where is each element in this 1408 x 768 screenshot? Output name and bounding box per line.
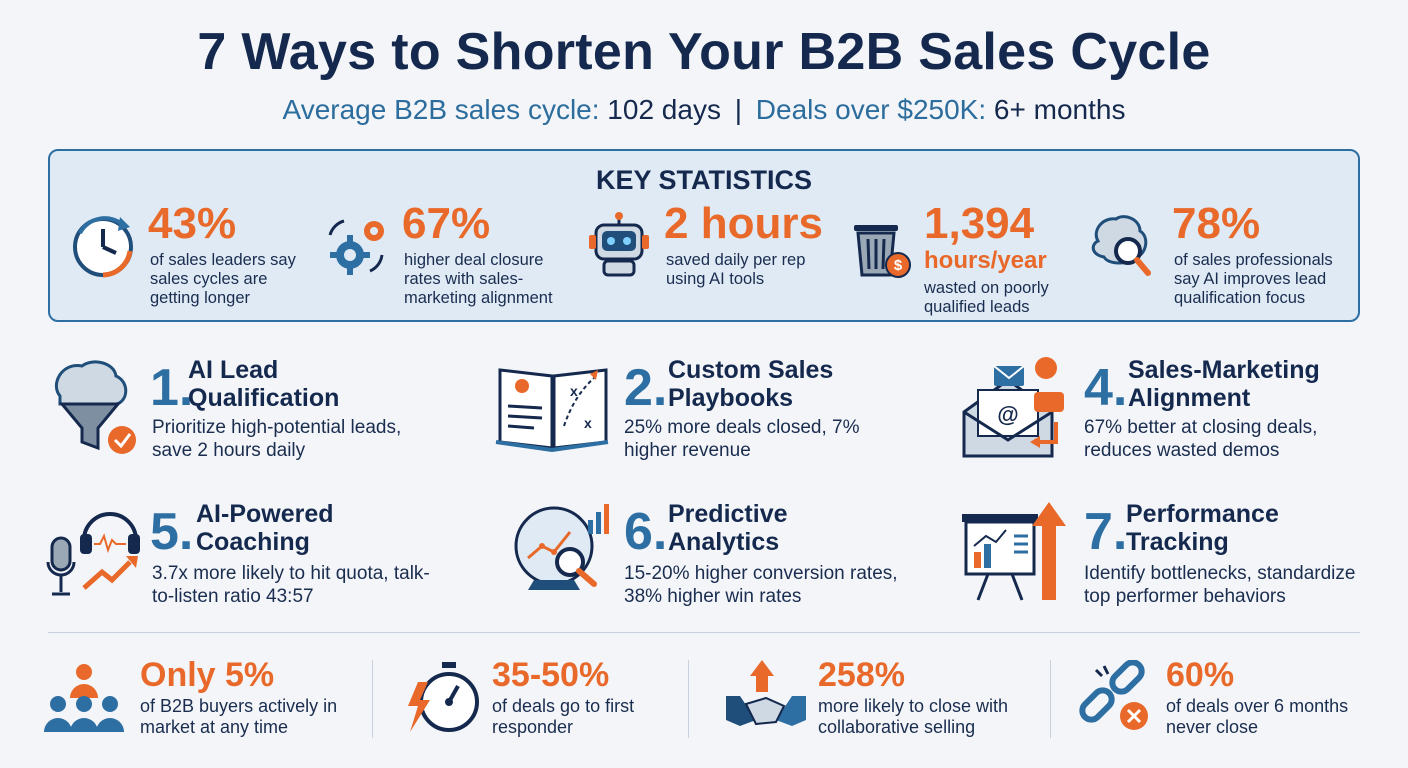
way-item: x x 2. Custom Sales Playbooks 25% more d… [494, 356, 894, 476]
svg-text:@: @ [997, 402, 1018, 427]
presentation-board-icon [960, 500, 1070, 601]
bottom-stat-number: 258% [818, 656, 905, 694]
brain-funnel-icon [46, 356, 142, 454]
subtitle-label-deals: Deals over $250K: [755, 94, 987, 125]
way-number: 6. [624, 503, 668, 561]
stopwatch-icon [404, 660, 484, 736]
stat-number: 1,394 [924, 199, 1035, 248]
headset-mic-icon [46, 500, 142, 596]
way-item: @ 4. Sales-Marketing Alignment 67% bette… [960, 356, 1360, 476]
brain-magnifier-icon [1086, 211, 1156, 281]
bottom-stat-item: Only 5% of B2B buyers actively in market… [44, 656, 364, 746]
way-number: 4. [1084, 359, 1128, 417]
way-number: 7. [1084, 503, 1128, 561]
subtitle-separator: | [734, 94, 742, 125]
way-text: Prioritize high-potential leads, save 2 … [152, 417, 402, 461]
svg-text:$: $ [894, 257, 903, 274]
bottom-stat-text: more likely to close with collaborative … [818, 696, 1009, 737]
stat-number: 43% [148, 199, 237, 248]
way-item: 5. AI-Powered Coaching 3.7x more likely … [46, 500, 446, 620]
svg-text:x: x [584, 415, 592, 431]
way-title: Performance Tracking [1126, 500, 1279, 556]
way-title: Predictive Analytics [668, 500, 788, 556]
broken-chain-icon [1076, 659, 1156, 736]
stat-item: 43% of sales leaders say sales cycles ar… [68, 199, 308, 319]
stat-item: 78% of sales professionals say AI improv… [1086, 199, 1356, 319]
subtitle-label-cycle: Average B2B sales cycle: [282, 94, 600, 125]
stat-text: saved daily per rep using AI tools [666, 251, 806, 288]
bottom-stat-item: 258% more likely to close with collabora… [726, 656, 1046, 746]
bottom-stat-text: of B2B buyers actively in market at any … [140, 696, 338, 737]
way-title: Custom Sales Playbooks [668, 356, 834, 412]
people-group-icon [44, 660, 124, 736]
way-item: 1. AI Lead Qualification Prioritize high… [46, 356, 446, 476]
way-text: Identify bottlenecks, standardize top pe… [1084, 563, 1356, 607]
email-chat-icon: @ [960, 356, 1070, 458]
section-divider [48, 632, 1360, 633]
stat-number: 2 hours [664, 199, 823, 248]
way-text: 15-20% higher conversion rates, 38% high… [624, 563, 898, 607]
vertical-divider [372, 660, 373, 738]
key-statistics-panel: KEY STATISTICS 43% of sales leaders say … [48, 149, 1360, 322]
crystal-ball-icon [508, 500, 618, 596]
way-text: 67% better at closing deals, reduces was… [1084, 417, 1318, 461]
bottom-stat-number: 60% [1166, 656, 1235, 694]
bottom-stat-number: 35-50% [492, 656, 610, 694]
handshake-icon [726, 660, 806, 736]
subtitle-value-cycle: 102 days [607, 94, 721, 125]
way-title: AI-Powered Coaching [196, 500, 334, 556]
vertical-divider [688, 660, 689, 738]
clock-refresh-icon [68, 211, 138, 281]
way-number: 1. [150, 359, 194, 417]
stat-item: 67% higher deal closure rates with sales… [322, 199, 572, 319]
key-statistics-title: KEY STATISTICS [595, 165, 813, 195]
stat-number: 67% [402, 199, 491, 248]
bottom-stat-text: of deals go to first responder [492, 696, 635, 737]
trash-dollar-icon: $ [848, 211, 918, 281]
bottom-stat-item: 60% of deals over 6 months never close [1076, 656, 1376, 746]
bottom-stat-text: of deals over 6 months never close [1166, 696, 1349, 737]
way-number: 2. [624, 359, 668, 417]
gears-icon [322, 211, 392, 281]
stat-item: $ 1,394 hours/year wasted on poorly qual… [848, 199, 1078, 319]
subtitle: Average B2B sales cycle: 102 days | Deal… [0, 94, 1408, 126]
stat-item: 2 hours saved daily per rep using AI too… [584, 199, 834, 319]
vertical-divider [1050, 660, 1051, 738]
way-text: 25% more deals closed, 7% higher revenue [624, 417, 860, 461]
stat-number-unit: hours/year [924, 247, 1047, 274]
bottom-stat-number: Only 5% [140, 656, 275, 694]
stat-number: 78% [1172, 199, 1261, 248]
playbook-icon: x x [494, 356, 614, 453]
way-item: 7. Performance Tracking Identify bottlen… [960, 500, 1360, 620]
stat-text: wasted on poorly qualified leads [924, 279, 1049, 316]
way-item: 6. Predictive Analytics 15-20% higher co… [508, 500, 928, 620]
way-title: Sales-Marketing Alignment [1128, 356, 1320, 412]
stat-text: higher deal closure rates with sales-mar… [404, 251, 553, 307]
subtitle-value-deals: 6+ months [993, 94, 1126, 125]
svg-text:x: x [570, 383, 578, 399]
way-number: 5. [150, 503, 194, 561]
stat-text: of sales professionals say AI improves l… [1174, 251, 1333, 307]
stat-text: of sales leaders say sales cycles are ge… [150, 251, 296, 307]
bottom-stat-item: 35-50% of deals go to first responder [404, 656, 684, 746]
page-title: 7 Ways to Shorten Your B2B Sales Cycle [197, 23, 1211, 81]
way-title: AI Lead Qualification [188, 356, 340, 412]
way-text: 3.7x more likely to hit quota, talk-to-l… [152, 563, 430, 607]
robot-icon [584, 211, 654, 281]
